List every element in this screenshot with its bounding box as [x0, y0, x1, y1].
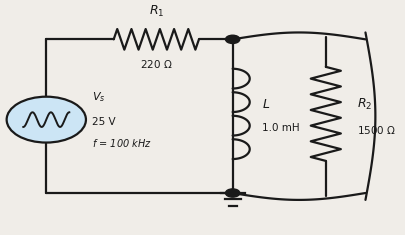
- Text: $R_1$: $R_1$: [149, 4, 164, 19]
- Text: 25 V: 25 V: [92, 117, 115, 127]
- Circle shape: [226, 189, 240, 197]
- Circle shape: [226, 35, 240, 43]
- Text: $R_2$: $R_2$: [357, 97, 372, 112]
- Text: 1500 $\Omega$: 1500 $\Omega$: [357, 124, 396, 136]
- Text: 220 $\Omega$: 220 $\Omega$: [140, 58, 173, 70]
- Text: 1.0 mH: 1.0 mH: [262, 123, 299, 133]
- Text: $L$: $L$: [262, 98, 270, 111]
- Circle shape: [6, 97, 86, 143]
- Text: $V_s$: $V_s$: [92, 90, 105, 104]
- Text: $f$ = 100 kHz: $f$ = 100 kHz: [92, 137, 151, 149]
